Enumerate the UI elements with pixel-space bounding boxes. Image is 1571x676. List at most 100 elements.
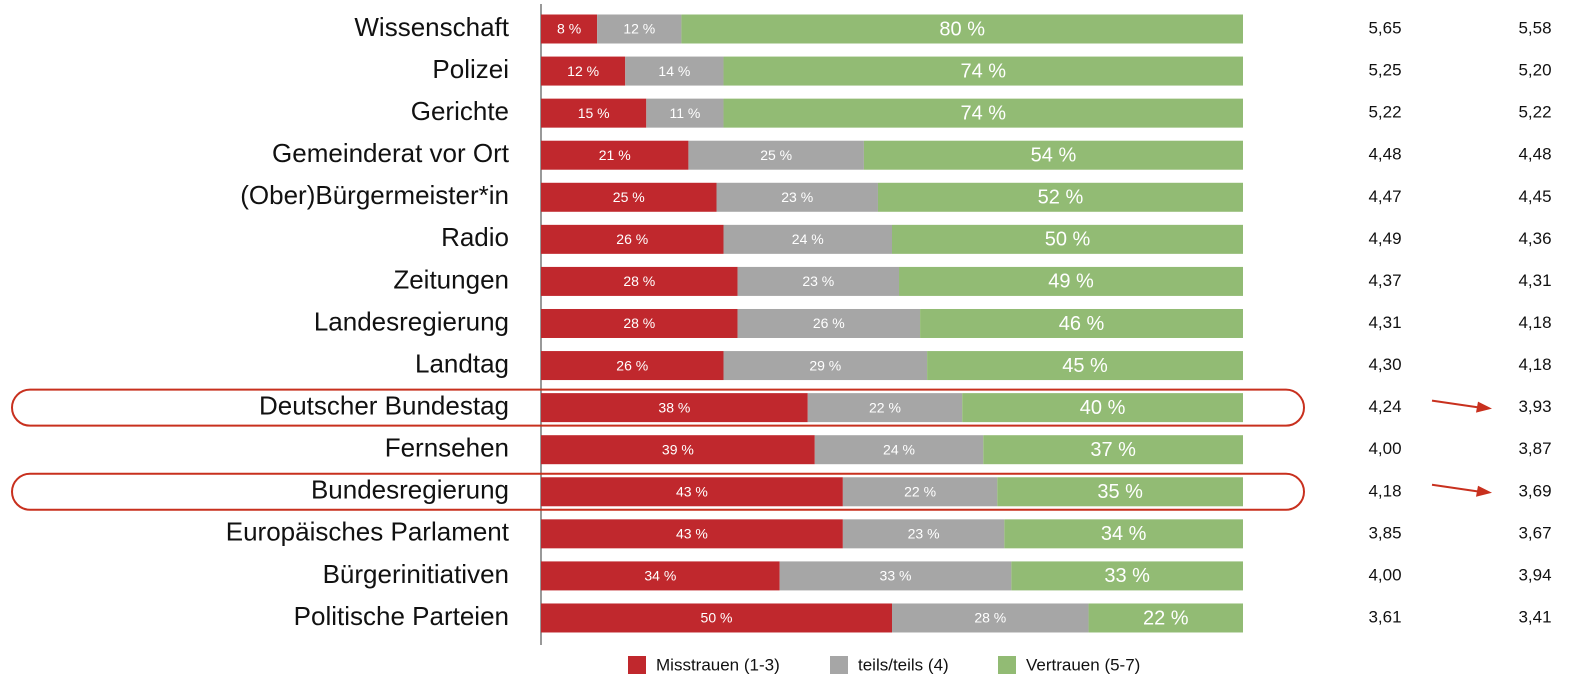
data-label: 22 % <box>1143 607 1189 629</box>
category-label: Bundesregierung <box>311 475 509 505</box>
category-label: Deutscher Bundestag <box>259 391 509 421</box>
data-label: 52 % <box>1038 187 1084 209</box>
column-value: 3,87 <box>1518 439 1551 458</box>
bar-segment <box>541 266 738 296</box>
category-label: Gemeinderat vor Ort <box>272 138 510 168</box>
bar-segment <box>541 351 724 381</box>
legend-swatch <box>628 656 646 674</box>
column-value: 3,61 <box>1368 607 1401 626</box>
bar-segment <box>807 393 963 423</box>
data-label: 23 % <box>781 189 813 205</box>
data-label: 28 % <box>623 315 655 331</box>
arrow-head <box>1476 401 1492 413</box>
column-value: 3,85 <box>1368 523 1401 542</box>
data-label: 49 % <box>1048 271 1094 293</box>
category-label: Europäisches Parlament <box>226 517 510 547</box>
data-label: 74 % <box>960 102 1006 124</box>
column-value: 3,94 <box>1518 565 1551 584</box>
data-label: 14 % <box>658 63 690 79</box>
bar-segment <box>723 98 1243 128</box>
category-label: (Ober)Bürgermeister*in <box>240 180 509 210</box>
column-value: 3,69 <box>1518 481 1551 500</box>
data-label: 34 % <box>1101 523 1147 545</box>
bar-segment <box>541 182 717 212</box>
data-label: 80 % <box>939 18 985 40</box>
bar-segment <box>983 435 1243 465</box>
bar-segment <box>1004 519 1243 549</box>
data-label: 24 % <box>792 231 824 247</box>
bar-segment <box>877 182 1243 212</box>
column-value: 5,22 <box>1368 103 1401 122</box>
category-label: Bürgerinitiativen <box>323 559 509 589</box>
data-label: 26 % <box>616 357 648 373</box>
column-value: 4,31 <box>1518 271 1551 290</box>
column-value: 5,58 <box>1518 18 1551 37</box>
column-value: 4,49 <box>1368 229 1401 248</box>
highlight-oval <box>11 388 1305 427</box>
data-label: 28 % <box>974 610 1006 626</box>
data-label: 29 % <box>809 357 841 373</box>
legend-label: Misstrauen (1-3) <box>656 655 780 674</box>
data-label: 34 % <box>644 568 676 584</box>
data-label: 43 % <box>676 483 708 499</box>
column-value: 3,41 <box>1518 607 1551 626</box>
column-value: 4,24 <box>1368 397 1401 416</box>
bar-segment <box>1088 603 1243 633</box>
column-value: 4,31 <box>1368 313 1401 332</box>
bar-segment <box>863 140 1243 170</box>
bar-segment <box>541 56 626 86</box>
bar-segment <box>927 351 1243 381</box>
data-label: 46 % <box>1059 313 1105 335</box>
arrow <box>1431 399 1481 409</box>
bar-segment <box>723 56 1243 86</box>
column-value: 5,20 <box>1518 61 1551 80</box>
bar-segment <box>541 519 843 549</box>
bar-segment <box>541 435 815 465</box>
category-label: Zeitungen <box>393 264 509 294</box>
bar-segment <box>737 308 921 338</box>
bar-segment <box>962 393 1243 423</box>
bar-segment <box>892 224 1243 254</box>
bar-segment <box>597 14 682 44</box>
arrow <box>1431 483 1481 493</box>
data-label: 23 % <box>908 526 940 542</box>
data-label: 25 % <box>760 147 792 163</box>
column-value: 4,47 <box>1368 187 1401 206</box>
column-value: 4,37 <box>1368 271 1401 290</box>
data-label: 22 % <box>904 483 936 499</box>
bar-segment <box>541 98 647 128</box>
data-label: 12 % <box>567 63 599 79</box>
column-value: 5,65 <box>1368 18 1401 37</box>
data-label: 43 % <box>676 526 708 542</box>
data-label: 15 % <box>578 105 610 121</box>
bar-segment <box>723 224 892 254</box>
data-label: 54 % <box>1031 144 1077 166</box>
column-value: 4,00 <box>1368 565 1401 584</box>
column-value: 5,25 <box>1368 61 1401 80</box>
data-label: 50 % <box>701 610 733 626</box>
data-label: 26 % <box>616 231 648 247</box>
category-label: Wissenschaft <box>354 12 509 42</box>
data-label: 39 % <box>662 441 694 457</box>
column-value: 4,18 <box>1518 355 1551 374</box>
column-value: 5,22 <box>1518 103 1551 122</box>
data-label: 28 % <box>623 273 655 289</box>
data-label: 26 % <box>813 315 845 331</box>
bar-segment <box>541 308 738 338</box>
bar-segment <box>541 603 892 633</box>
bar-segment <box>541 224 724 254</box>
bar-segment <box>920 308 1243 338</box>
bar-segment <box>1011 561 1243 591</box>
bar-segment <box>842 477 998 507</box>
data-label: 37 % <box>1090 439 1136 461</box>
bar-segment <box>541 14 598 44</box>
data-label: 24 % <box>883 441 915 457</box>
column-value: 4,45 <box>1518 187 1551 206</box>
category-label: Politische Parteien <box>294 601 509 631</box>
data-label: 74 % <box>960 60 1006 82</box>
bar-segment <box>541 140 689 170</box>
data-label: 8 % <box>557 21 581 37</box>
legend-swatch <box>830 656 848 674</box>
data-label: 12 % <box>623 21 655 37</box>
column-value: 4,48 <box>1518 145 1551 164</box>
